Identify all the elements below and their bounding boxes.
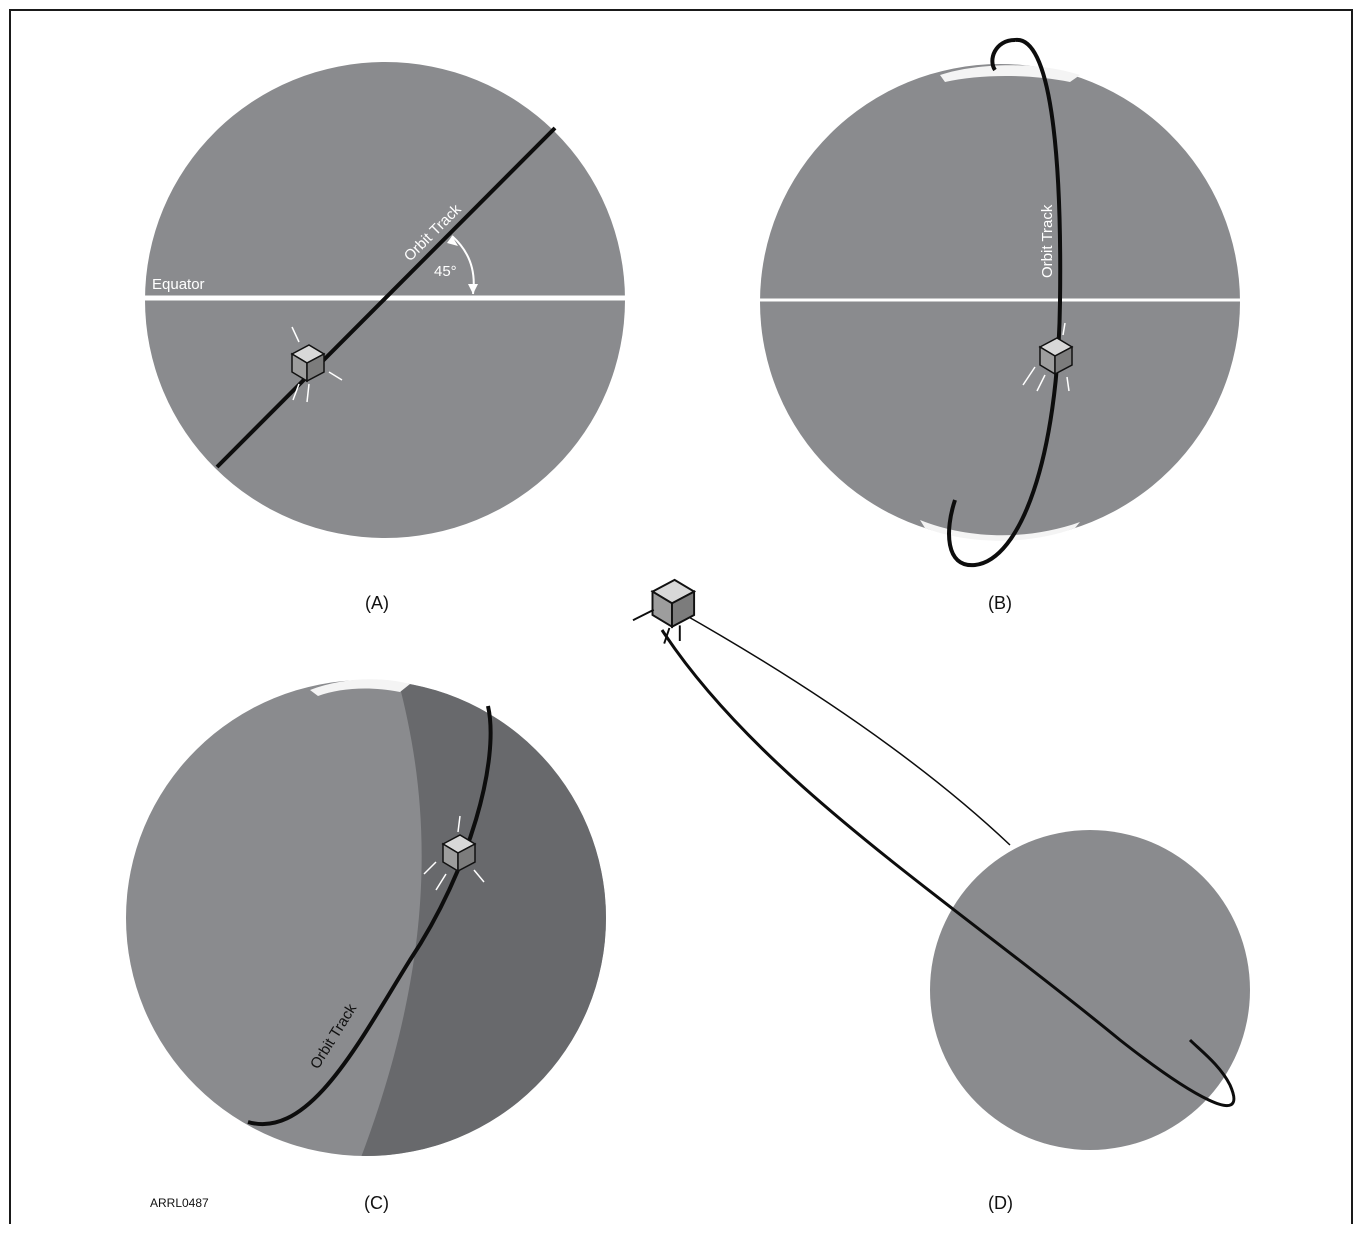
panel-label-b: (B) (988, 593, 1012, 613)
globe-a: Equator 45° Orbit Track (140, 62, 626, 538)
angle-label: 45° (434, 263, 457, 280)
orbit-ellipse-near (660, 629, 1236, 1108)
panel-label-a: (A) (365, 593, 389, 613)
orbit-track-c (247, 705, 493, 1126)
globe-b: Orbit Track (760, 37, 1240, 568)
satellite-b (1022, 322, 1073, 392)
globe-d (632, 578, 1250, 1150)
panel-label-c: (C) (364, 1193, 389, 1213)
satellite-c (423, 815, 485, 891)
panel-label-d: (D) (988, 1193, 1013, 1213)
night-side (360, 680, 606, 1156)
orbit-track-label-b: Orbit Track (1039, 204, 1056, 278)
equator-label: Equator (152, 276, 205, 293)
orbit-track-a (215, 126, 557, 469)
figure-id: ARRL0487 (150, 1196, 209, 1210)
satellite-d (632, 578, 696, 644)
satellite-a (291, 326, 343, 403)
globe-c: Orbit Track (126, 679, 606, 1156)
orbit-track-b (947, 37, 1063, 568)
orbit-ellipse-far (679, 611, 1011, 846)
figure-frame (9, 9, 1353, 1224)
